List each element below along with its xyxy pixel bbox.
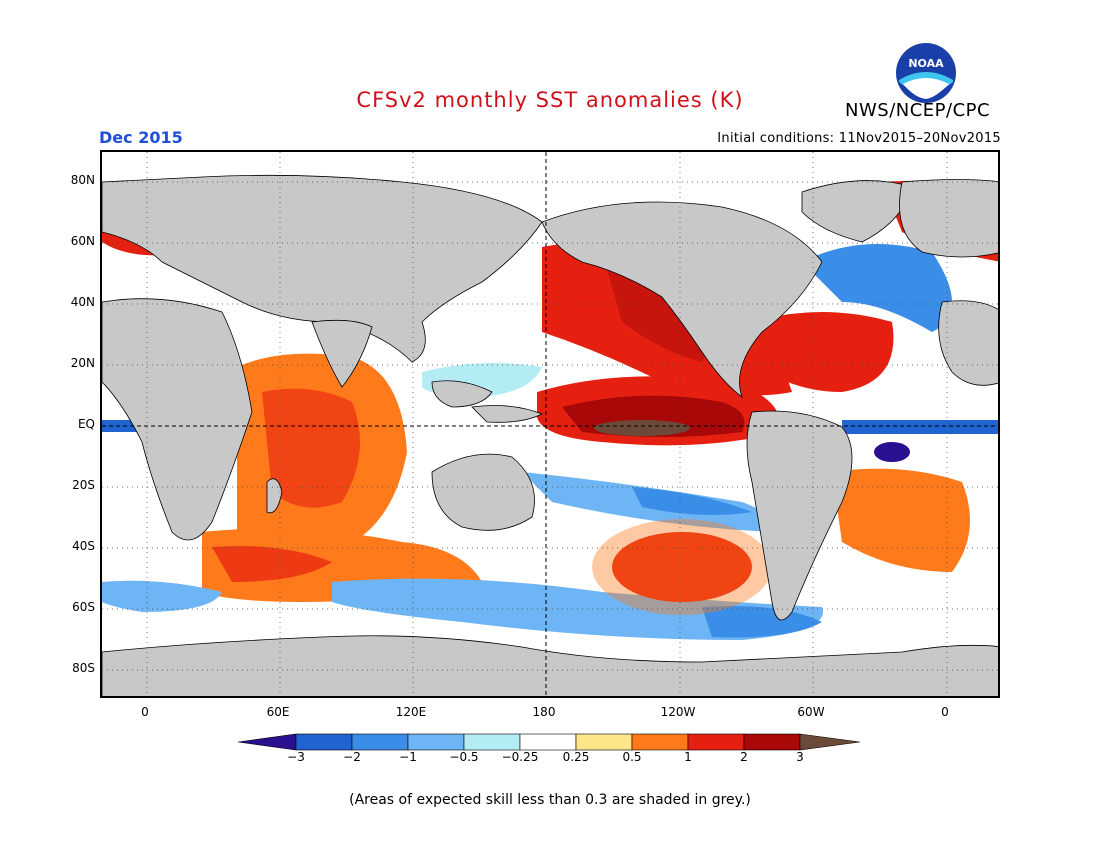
lat-label-60s: 60S [72, 600, 95, 614]
colorbar-bin-3 [407, 733, 465, 751]
lon-label-60e: 60E [266, 705, 290, 719]
lon-label-120w: 120W [660, 705, 696, 719]
lat-label-60n: 60N [70, 234, 95, 248]
lon-label-0-east: 0 [941, 705, 949, 719]
colorbar-arrow-high [799, 733, 861, 751]
colorbar-label-2: −2 [343, 750, 361, 764]
lon-label-120e: 120E [395, 705, 427, 719]
sst-anomaly-map [100, 150, 1000, 698]
colorbar-label-7: 0.5 [622, 750, 642, 764]
grid-lines [102, 152, 998, 696]
chart-title: CFSv2 monthly SST anomalies (K) [356, 88, 744, 112]
colorbar-bin-4 [463, 733, 521, 751]
lon-label-180: 180 [532, 705, 556, 719]
lat-label-20n: 20N [70, 356, 95, 370]
colorbar-bin-6 [575, 733, 633, 751]
skill-footnote: (Areas of expected skill less than 0.3 a… [349, 792, 751, 808]
colorbar-label-3: −1 [399, 750, 417, 764]
lat-label-40s: 40S [72, 539, 95, 553]
colorbar-label-8: 1 [684, 750, 692, 764]
equator-dateline [102, 152, 998, 696]
noaa-logo-text: NOAA [908, 57, 944, 70]
lon-label-0-west: 0 [141, 705, 149, 719]
colorbar-bin-5 [519, 733, 577, 751]
colorbar-label-6: 0.25 [562, 750, 590, 764]
lat-label-20s: 20S [72, 478, 95, 492]
colorbar-bin-8 [687, 733, 745, 751]
colorbar-arrow-low [238, 733, 297, 751]
colorbar-label-5: −0.25 [501, 750, 539, 764]
colorbar [238, 733, 861, 751]
colorbar-bin-7 [631, 733, 689, 751]
lon-label-60w: 60W [797, 705, 825, 719]
colorbar-bin-9 [743, 733, 801, 751]
map-svg [102, 152, 998, 696]
lat-label-80s: 80S [72, 661, 95, 675]
colorbar-bin-1 [295, 733, 353, 751]
land-masses [102, 174, 998, 696]
lat-label-eq: EQ [77, 417, 95, 431]
colorbar-label-4: −0.5 [449, 750, 479, 764]
noaa-logo: NOAA [896, 43, 956, 103]
forecast-month: Dec 2015 [99, 128, 183, 147]
colorbar-label-1: −3 [287, 750, 305, 764]
lat-label-80n: 80N [70, 173, 95, 187]
initial-conditions: Initial conditions: 11Nov2015–20Nov2015 [717, 131, 1001, 146]
lat-label-40n: 40N [70, 295, 95, 309]
colorbar-bin-2 [351, 733, 409, 751]
colorbar-label-10: 3 [796, 750, 804, 764]
colorbar-label-9: 2 [740, 750, 748, 764]
agency-label: NWS/NCEP/CPC [845, 100, 991, 121]
